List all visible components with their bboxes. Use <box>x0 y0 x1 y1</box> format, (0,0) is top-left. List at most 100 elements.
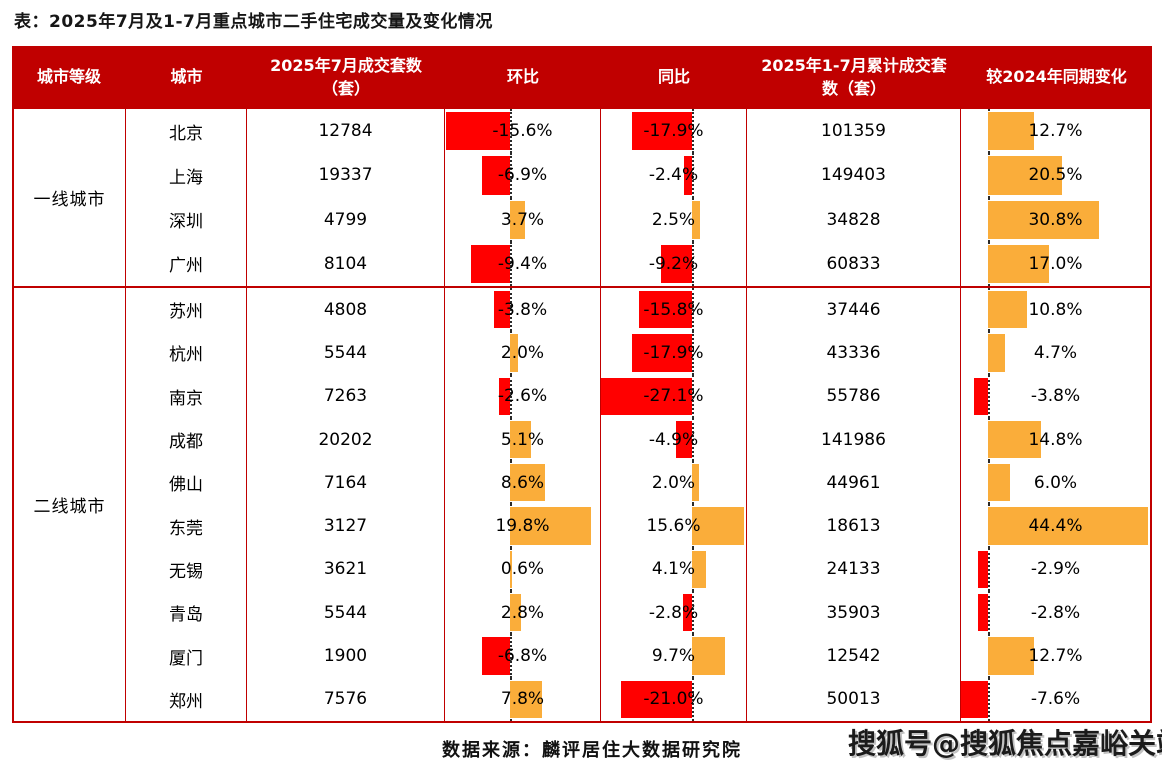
ytd-bar-cell: 20.5% <box>961 153 1150 198</box>
ytd-bar-cell: 12.7% <box>961 109 1150 154</box>
mom-value-label: 7.8% <box>500 689 545 710</box>
zero-axis-line <box>988 677 990 721</box>
cum-units-cell: 12542 <box>747 634 961 678</box>
zero-axis-line <box>988 547 990 592</box>
cum-units-cell: 24133 <box>747 547 961 592</box>
yoy-value-label: -21.0% <box>643 689 704 710</box>
mom-bar <box>510 464 546 502</box>
yoy-value-label: -2.4% <box>648 165 699 186</box>
mom-bar-cell: 3.7% <box>445 197 601 242</box>
ytd-bar-cell: 10.8% <box>961 288 1150 332</box>
ytd-bar <box>988 464 1010 502</box>
mom-bar <box>510 420 531 459</box>
mom-value-label: 8.6% <box>500 472 545 493</box>
ytd-bar <box>988 637 1034 675</box>
yoy-bar <box>692 464 699 502</box>
data-source-note: 数据来源：麟评居住大数据研究院 <box>442 740 742 761</box>
yoy-value-label: -17.9% <box>643 342 704 363</box>
mom-bar <box>471 244 510 283</box>
yoy-value-label: 2.0% <box>651 472 696 493</box>
watermark-text: 搜狐号@搜狐焦点嘉峪关站 <box>848 727 1162 760</box>
city-cell: 东莞 <box>126 504 247 548</box>
table-row: 青岛 5544 2.8% -2.8% 35903 -2.8% <box>126 591 1150 635</box>
header-city: 城市 <box>170 67 203 87</box>
ytd-value-label: 14.8% <box>1028 429 1083 450</box>
city-cell: 南京 <box>126 374 247 418</box>
mom-value-label: 5.1% <box>500 429 545 450</box>
ytd-bar <box>988 244 1050 283</box>
jul-units-cell: 8104 <box>247 241 445 286</box>
table-row: 无锡 3621 0.6% 4.1% 24133 -2.9% <box>126 547 1150 592</box>
ytd-value-label: -3.8% <box>1030 386 1081 407</box>
table-row: 北京 12784 -15.6% -17.9% 101359 12.7% <box>126 109 1150 154</box>
yoy-bar <box>692 200 701 239</box>
cum-units-cell: 60833 <box>747 241 961 286</box>
jul-units-cell: 7263 <box>247 374 445 418</box>
ytd-bar-cell: -3.8% <box>961 374 1150 418</box>
ytd-bar <box>988 420 1042 459</box>
jul-units-cell: 12784 <box>247 109 445 154</box>
yoy-value-label: -2.8% <box>648 602 699 623</box>
zero-axis-line <box>692 241 694 286</box>
mom-value-label: -3.8% <box>497 299 548 320</box>
mom-bar <box>510 550 513 589</box>
mom-value-label: 2.8% <box>500 602 545 623</box>
zero-axis-line <box>510 634 512 678</box>
mom-bar-cell: 19.8% <box>445 504 601 548</box>
yoy-bar-cell: -2.4% <box>601 153 747 198</box>
table-body: 一线城市 北京 12784 -15.6% -17.9% 101359 12.7% 上海 1933… <box>12 108 1152 723</box>
table-row: 佛山 7164 8.6% 2.0% 44961 6.0% <box>126 461 1150 505</box>
mom-bar-cell: 7.8% <box>445 677 601 721</box>
yoy-bar <box>675 420 692 459</box>
mom-value-label: -2.6% <box>497 386 548 407</box>
city-cell: 上海 <box>126 153 247 198</box>
yoy-bar-cell: 4.1% <box>601 547 747 592</box>
mom-bar-cell: -2.6% <box>445 374 601 418</box>
mom-bar <box>510 507 592 545</box>
jul-units-cell: 3127 <box>247 504 445 548</box>
yoy-bar-cell: 9.7% <box>601 634 747 678</box>
zero-axis-line <box>510 241 512 286</box>
yoy-value-label: -4.9% <box>648 429 699 450</box>
ytd-bar <box>988 334 1005 372</box>
city-cell: 青岛 <box>126 591 247 635</box>
ytd-bar <box>977 594 988 632</box>
yoy-bar-cell: 2.0% <box>601 461 747 505</box>
mom-bar <box>510 334 519 372</box>
table-row: 南京 7263 -2.6% -27.1% 55786 -3.8% <box>126 374 1150 418</box>
ytd-value-label: 44.4% <box>1028 516 1083 537</box>
page-title: 表：2025年7月及1-7月重点城市二手住宅成交量及变化情况 <box>14 12 493 32</box>
header-jul-units: 2025年7月成交套数（套） <box>270 55 422 98</box>
mom-bar <box>494 291 510 329</box>
city-cell: 苏州 <box>126 288 247 332</box>
ytd-value-label: 30.8% <box>1028 209 1083 230</box>
cum-units-cell: 34828 <box>747 197 961 242</box>
table-row: 东莞 3127 19.8% 15.6% 18613 44.4% <box>126 504 1150 548</box>
yoy-bar <box>683 156 692 195</box>
tier-block: 二线城市 苏州 4808 -3.8% -15.8% 37446 10.8% 杭州 5544 2.0… <box>14 286 1150 721</box>
ytd-bar <box>988 112 1034 151</box>
yoy-bar <box>621 680 692 718</box>
mom-value-label: 2.0% <box>500 342 545 363</box>
mom-bar <box>481 156 510 195</box>
yoy-bar-cell: -17.9% <box>601 109 747 154</box>
city-cell: 广州 <box>126 241 247 286</box>
zero-axis-line <box>988 591 990 635</box>
yoy-bar-cell: -15.8% <box>601 288 747 332</box>
cum-units-cell: 37446 <box>747 288 961 332</box>
ytd-bar-cell: 44.4% <box>961 504 1150 548</box>
yoy-bar <box>601 377 692 415</box>
cum-units-cell: 35903 <box>747 591 961 635</box>
zero-axis-line <box>692 109 694 154</box>
jul-units-cell: 7576 <box>247 677 445 721</box>
header-yoy: 同比 <box>657 67 690 87</box>
zero-axis-line <box>510 109 512 154</box>
mom-value-label: 3.7% <box>500 209 545 230</box>
city-cell: 北京 <box>126 109 247 154</box>
yoy-bar-cell: -9.2% <box>601 241 747 286</box>
yoy-value-label: 4.1% <box>651 559 696 580</box>
cum-units-cell: 141986 <box>747 417 961 462</box>
yoy-bar-cell: 15.6% <box>601 504 747 548</box>
ytd-bar-cell: 6.0% <box>961 461 1150 505</box>
mom-bar-cell: 0.6% <box>445 547 601 592</box>
